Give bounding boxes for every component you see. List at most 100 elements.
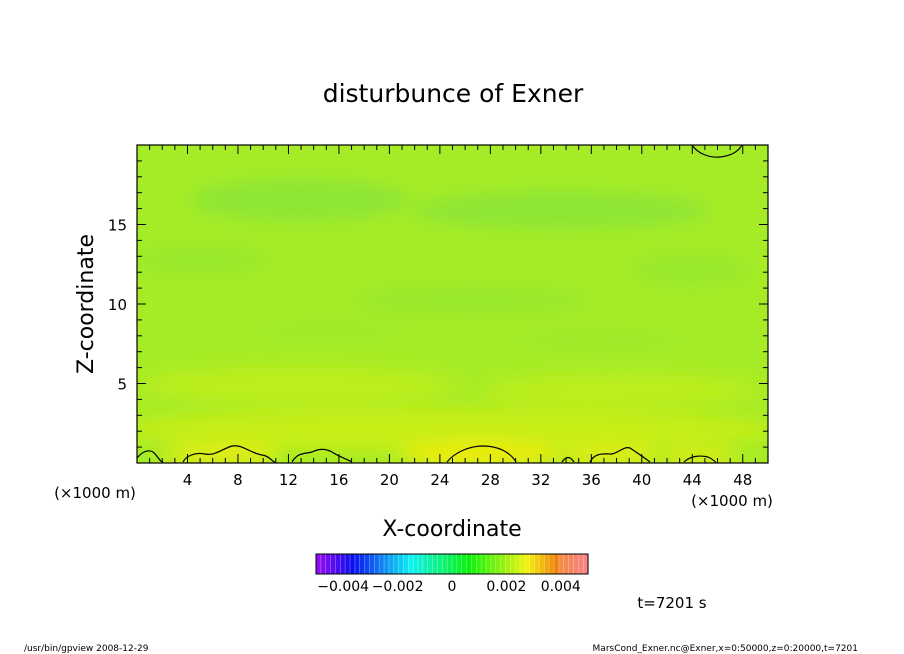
x-tick-label: 12	[279, 471, 298, 489]
field-patch	[250, 320, 410, 340]
colorbar-segment	[583, 554, 589, 574]
x-tick-label: 20	[380, 471, 399, 489]
footer-left: /usr/bin/gpview 2008-12-29	[24, 644, 149, 654]
colorbar-segment	[330, 554, 337, 574]
colorbar-segment	[384, 554, 390, 574]
colorbar-segment	[413, 554, 419, 574]
colorbar-segment	[427, 554, 434, 574]
contour-line	[691, 145, 743, 158]
x-axis-left-unit-label: (×1000 m)	[54, 484, 136, 502]
time-label: t=7201 s	[637, 594, 706, 612]
colorbar-segment	[335, 554, 341, 574]
colorbar-tick-label: 0.004	[541, 579, 581, 595]
colorbar-segment	[544, 554, 550, 574]
field-patch	[630, 254, 750, 286]
colorbar-segment	[432, 554, 439, 574]
y-axis: 5 10 15	[108, 160, 768, 448]
x-axis: 4 8 12 16 20 24 28 32 36 40 44 48	[149, 145, 756, 489]
colorbar-segment	[320, 554, 327, 574]
colorbar-segment	[359, 554, 366, 574]
y-tick-label: 10	[108, 296, 127, 314]
x-tick-label: 24	[430, 471, 449, 489]
colorbar-segment	[558, 554, 565, 574]
colorbar-segment	[476, 554, 482, 574]
footer-right: MarsCond_Exner.nc@Exner,x=0:50000,z=0:20…	[593, 644, 858, 654]
colorbar-tick-labels: −0.004 −0.002 0 0.002 0.004	[317, 579, 581, 595]
x-tick-label: 48	[733, 471, 752, 489]
colorbar-frame	[315, 553, 589, 575]
colorbar-segment	[369, 554, 375, 574]
colorbar-tick-label: 0	[448, 579, 457, 595]
colorbar-segment	[495, 554, 502, 574]
colorbar-segment	[452, 554, 458, 574]
colorbar-segment	[539, 554, 545, 574]
x-tick-label: 44	[683, 471, 702, 489]
colorbar-segment	[374, 554, 380, 574]
contour-line	[137, 445, 717, 463]
field-layer	[137, 145, 768, 463]
colorbar-segment	[534, 554, 541, 574]
x-tick-label: 36	[582, 471, 601, 489]
colorbar-segment	[490, 554, 497, 574]
colorbar-segment	[418, 554, 424, 574]
x-tick-label: 8	[233, 471, 243, 489]
field-patch	[137, 408, 768, 452]
colorbar-segment	[466, 554, 473, 574]
colorbar-segment	[461, 554, 468, 574]
field-patch	[140, 367, 460, 403]
colorbar-segment	[403, 554, 409, 574]
colorbar-segment	[398, 554, 405, 574]
colorbar-segment	[379, 554, 385, 574]
colorbar-segment	[515, 554, 521, 574]
y-axis-title: Z-coordinate	[74, 234, 99, 374]
colorbar-segment	[354, 554, 361, 574]
colorbar-segment	[510, 554, 516, 574]
x-tick-label: 28	[481, 471, 500, 489]
x-tick-label: 40	[632, 471, 651, 489]
colorbar-segment	[554, 554, 560, 574]
x-tick-label: 32	[531, 471, 550, 489]
field-patch	[400, 441, 560, 463]
colorbar-segment	[563, 554, 570, 574]
chart-title: disturbunce of Exner	[323, 79, 584, 108]
colorbar-segment	[486, 554, 492, 574]
colorbar-segment	[520, 554, 526, 574]
colorbar-segment	[471, 554, 477, 574]
y-tick-label: 15	[108, 217, 127, 235]
colorbar-segment	[388, 554, 395, 574]
colorbar-segment	[442, 554, 448, 574]
colorbar-segment	[456, 554, 463, 574]
colorbar-tick-label: 0.002	[486, 579, 526, 595]
colorbar-segment	[325, 554, 332, 574]
colorbar-segment	[350, 554, 356, 574]
field-patch	[190, 178, 410, 222]
field-patch	[137, 246, 270, 274]
x-tick-label: 4	[183, 471, 193, 489]
colorbar-segment	[578, 554, 584, 574]
colorbar-segment	[393, 554, 400, 574]
colorbar-segment	[340, 554, 346, 574]
colorbar-segment	[345, 554, 351, 574]
x-tick-label: 16	[329, 471, 348, 489]
colorbar	[315, 553, 589, 575]
colorbar-segment	[505, 554, 511, 574]
colorbar-segment	[549, 554, 555, 574]
colorbar-segment	[529, 554, 536, 574]
colorbar-segment	[408, 554, 414, 574]
colorbar-segment	[364, 554, 371, 574]
field-patch	[510, 328, 690, 352]
x-axis-title: X-coordinate	[382, 517, 521, 542]
colorbar-segment	[481, 554, 487, 574]
colorbar-tick-label: −0.004	[317, 579, 369, 595]
colorbar-segment	[422, 554, 429, 574]
colorbar-segment	[500, 554, 507, 574]
field-patch	[350, 286, 590, 314]
x-axis-right-unit-label: (×1000 m)	[691, 492, 773, 510]
field-patch	[480, 374, 760, 406]
colorbar-segment	[437, 554, 443, 574]
colorbar-segment	[568, 554, 575, 574]
field-patch	[410, 190, 710, 230]
colorbar-tick-label: −0.002	[372, 579, 424, 595]
colorbar-segment	[447, 554, 453, 574]
